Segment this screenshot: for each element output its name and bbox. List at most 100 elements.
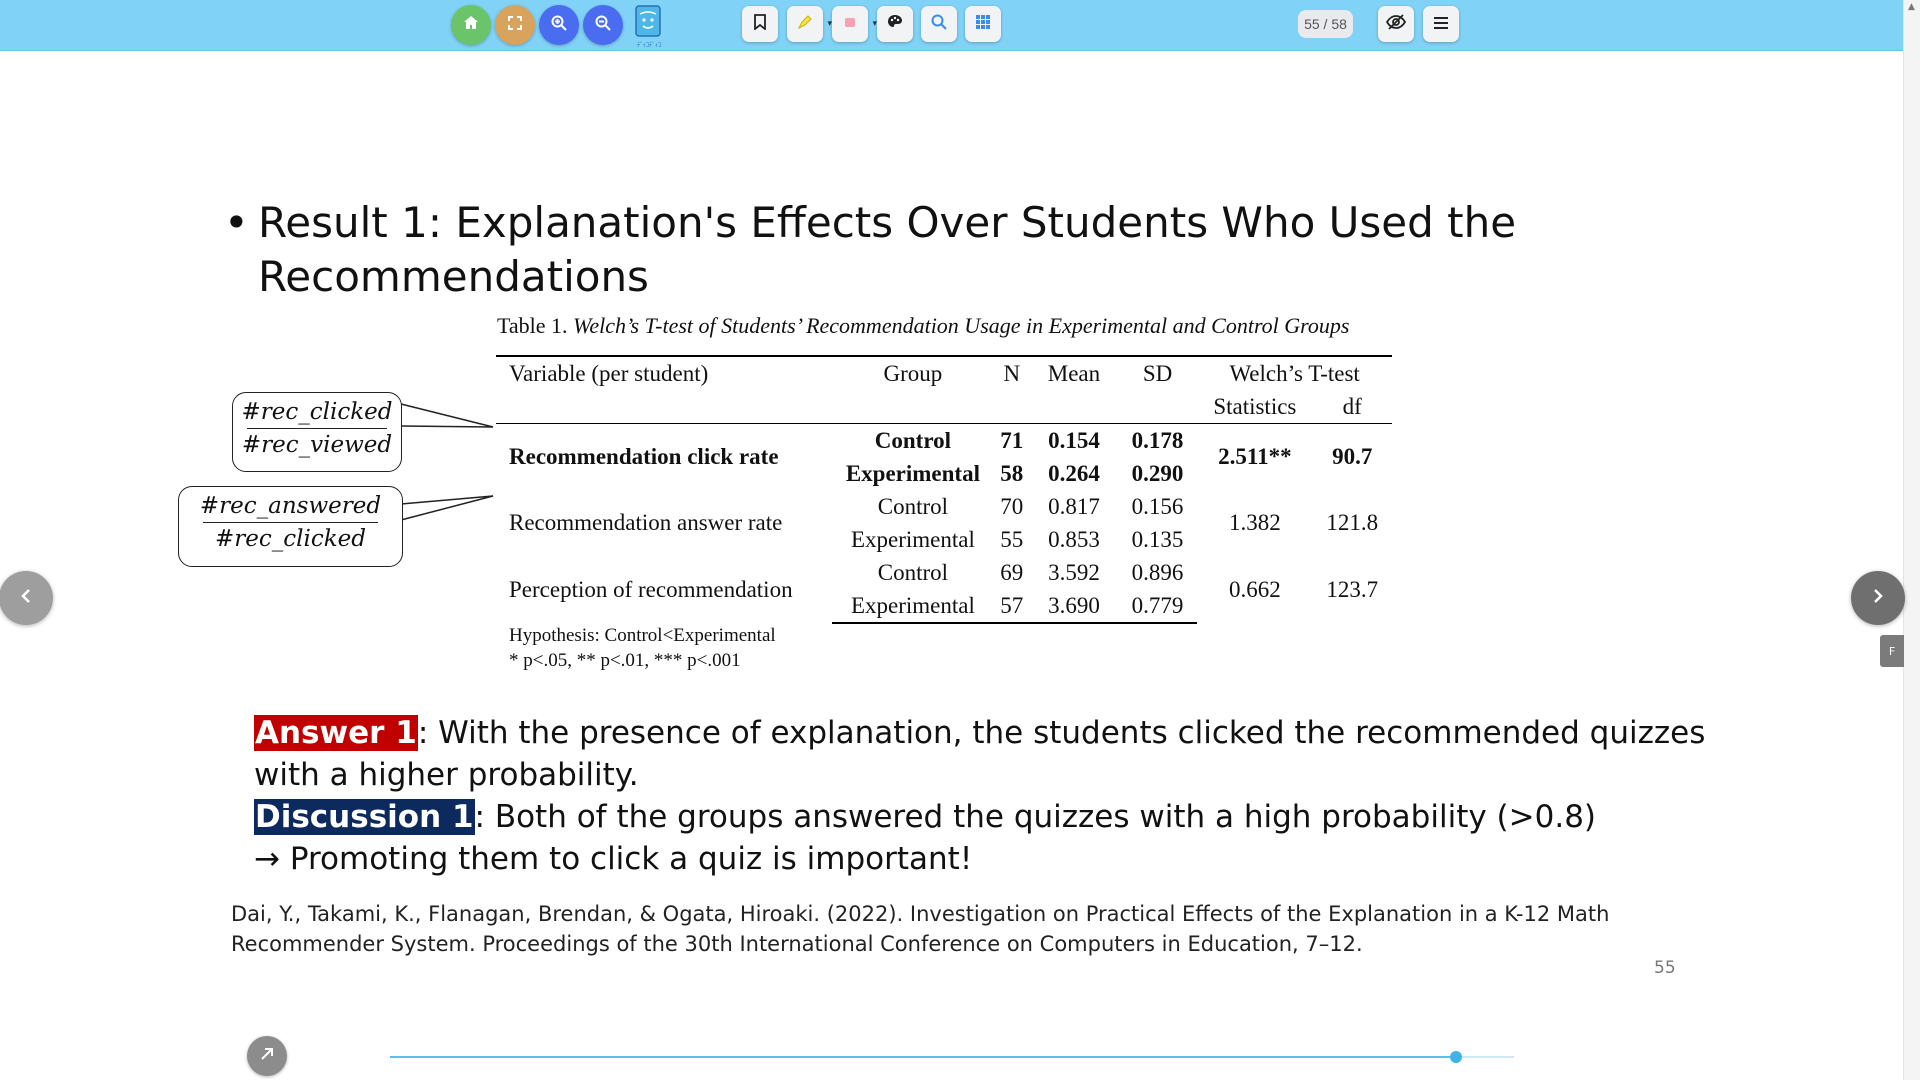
cell-group: Control [874,427,952,453]
answer-section: Answer 1: With the presence of explanati… [254,712,1734,880]
cell-mean: 0.853 [1048,526,1100,552]
title-bullet: • [224,198,249,247]
vertical-scrollbar[interactable]: ▲ [1903,0,1920,1080]
row-variable: Perception of recommendation [509,576,793,602]
cell-n: 57 [993,589,1031,624]
cell-sd: 0.896 [1131,559,1184,585]
caption-prefix: Table 1. [497,313,568,338]
header-df: df [1312,390,1392,424]
highlighter-dropdown-icon[interactable]: ▾ [827,19,832,29]
highlighter-button[interactable]: ▾ [787,6,832,42]
click-rate-formula: #rec_clicked #rec_viewed [232,392,402,472]
zoom-in-button[interactable] [539,5,579,45]
formula-numerator: #rec_answered [199,493,382,519]
zoom-out-icon [594,14,612,36]
cell-statistics: 1.382 [1228,510,1281,535]
cell-sd: 0.135 [1131,526,1184,552]
table-row: Experimental 55 0.853 0.135 [496,523,1392,556]
chevron-left-icon [19,588,33,608]
hamburger-icon [1433,15,1449,34]
table-row: Perception of recommendation Control 69 … [496,556,1392,602]
table-notes: Hypothesis: Control<Experimental * p<.05… [509,623,776,673]
eraser-button[interactable]: ▾ [832,6,877,42]
header-welch: Welch’s T-test [1197,355,1392,390]
grid-view-button[interactable] [965,6,1001,42]
click-rate-pointer [400,403,494,428]
answer-tag: Answer 1 [254,715,418,751]
table-row: Recommendation click rate Control 71 0.1… [496,424,1392,470]
previous-page-button[interactable] [0,571,53,625]
cell-group: Experimental [832,589,994,624]
cell-n: 70 [1000,493,1024,519]
chevron-right-icon [1871,588,1885,608]
cell-group: Experimental [845,460,980,486]
cell-mean: 0.154 [1048,427,1100,453]
header-n: N [993,355,1031,390]
cell-group: Control [877,493,949,519]
cell-statistics: 0.662 [1228,576,1281,602]
viewer-toolbar: ﾃﾞｨｺﾃﾞｨｺ ▾ ▾ 55 / 58 [0,0,1904,51]
cell-n: 55 [1000,526,1024,552]
home-button[interactable] [451,5,491,45]
answer-rate-formula: #rec_answered #rec_clicked [178,486,403,567]
discussion-text: : Both of the groups answered the quizze… [474,799,1597,835]
cell-mean: 3.690 [1030,589,1118,624]
bookmark-button[interactable] [742,6,778,42]
header-sd: SD [1117,355,1198,390]
page-progress-bar[interactable] [390,1051,1514,1063]
cell-sd: 0.178 [1131,427,1184,453]
table-caption: Table 1. Welch’s T-test of Students’ Rec… [497,313,1497,339]
answer-paragraph: Answer 1: With the presence of explanati… [254,712,1734,796]
cell-mean: 3.592 [1048,559,1100,585]
fullscreen-icon [507,15,523,35]
scroll-up-icon[interactable]: ▲ [1908,2,1915,12]
palette-icon [886,13,904,35]
answer-rate-pointer [400,495,494,521]
formula-denominator: #rec_clicked [214,526,366,552]
bookmark-icon [753,14,767,34]
row-variable: Recommendation answer rate [509,510,783,535]
cell-mean: 0.817 [1048,493,1100,519]
menu-button[interactable] [1423,6,1459,42]
eraser-icon [841,13,859,35]
slide-number: 55 [1654,958,1676,978]
fullscreen-button[interactable] [495,5,535,45]
cell-statistics: 2.511** [1218,444,1292,469]
side-panel-tab[interactable]: F [1880,635,1904,667]
next-page-button[interactable] [1851,571,1905,625]
answer-text: : With the presence of explanation, the … [254,715,1706,793]
header-statistics: Statistics [1197,390,1313,424]
row-variable: Recommendation click rate [509,444,779,469]
color-palette-button[interactable] [877,6,913,42]
share-button[interactable] [247,1036,287,1076]
fraction-bar [203,522,378,523]
highlighter-icon [796,13,814,35]
discussion-paragraph: Discussion 1: Both of the groups answere… [254,796,1734,838]
app-logo[interactable]: ﾃﾞｨｺﾃﾞｨｺ [632,4,666,49]
fraction-bar [247,428,387,429]
note-hypothesis: Hypothesis: Control<Experimental [509,625,776,646]
eye-off-icon [1385,13,1407,35]
hide-annotations-button[interactable] [1378,6,1414,42]
grid-icon [975,14,991,34]
cell-group: Control [877,559,949,585]
search-button[interactable] [921,6,957,42]
cell-sd: 0.156 [1131,493,1184,519]
progress-fill [390,1056,1456,1058]
cell-n: 71 [1000,427,1024,453]
cell-df: 90.7 [1332,444,1373,469]
search-icon [930,13,948,35]
header-group: Group [832,355,994,390]
eraser-dropdown-icon[interactable]: ▾ [872,19,877,29]
zoom-out-button[interactable] [583,5,623,45]
cell-df: 123.7 [1326,576,1379,602]
title-text: Result 1: Explanation's Effects Over Stu… [258,198,1517,301]
cell-n: 69 [1000,559,1024,585]
discussion-tag: Discussion 1 [254,799,475,835]
conclusion-text: → Promoting them to click a quiz is impo… [254,841,973,877]
header-mean: Mean [1030,355,1118,390]
cell-group: Experimental [850,526,975,552]
cell-sd: 0.779 [1117,589,1198,624]
progress-knob[interactable] [1449,1051,1462,1063]
